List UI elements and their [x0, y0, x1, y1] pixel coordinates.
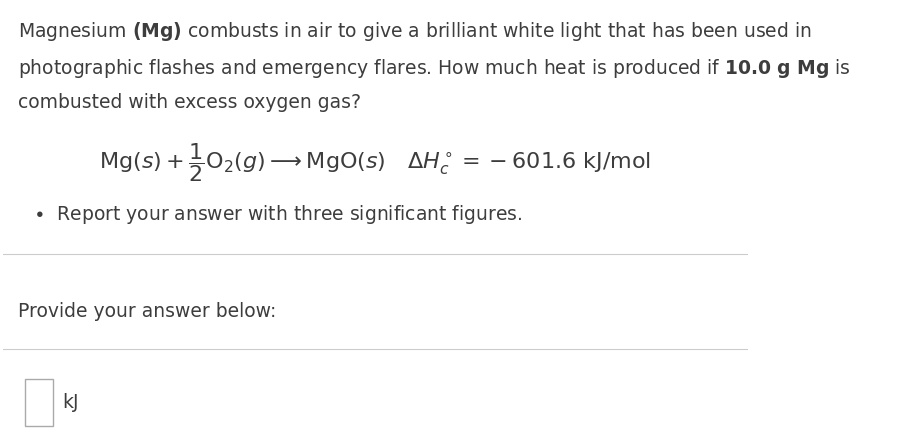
Text: photographic flashes and emergency flares. How much heat is produced if $\mathbf: photographic flashes and emergency flare… [18, 57, 850, 80]
Text: Provide your answer below:: Provide your answer below: [18, 302, 276, 320]
Text: $\bullet$  Report your answer with three significant figures.: $\bullet$ Report your answer with three … [32, 203, 522, 226]
Text: kJ: kJ [62, 393, 79, 412]
Text: Magnesium $\mathbf{(Mg)}$ combusts in air to give a brilliant white light that h: Magnesium $\mathbf{(Mg)}$ combusts in ai… [18, 20, 812, 43]
Text: $\mathrm{Mg}(s) + \dfrac{1}{2}\mathrm{O_2}(g) \longrightarrow \mathrm{MgO}(s) \q: $\mathrm{Mg}(s) + \dfrac{1}{2}\mathrm{O_… [100, 141, 652, 184]
Text: combusted with excess oxygen gas?: combusted with excess oxygen gas? [18, 93, 361, 112]
FancyBboxPatch shape [25, 379, 53, 426]
